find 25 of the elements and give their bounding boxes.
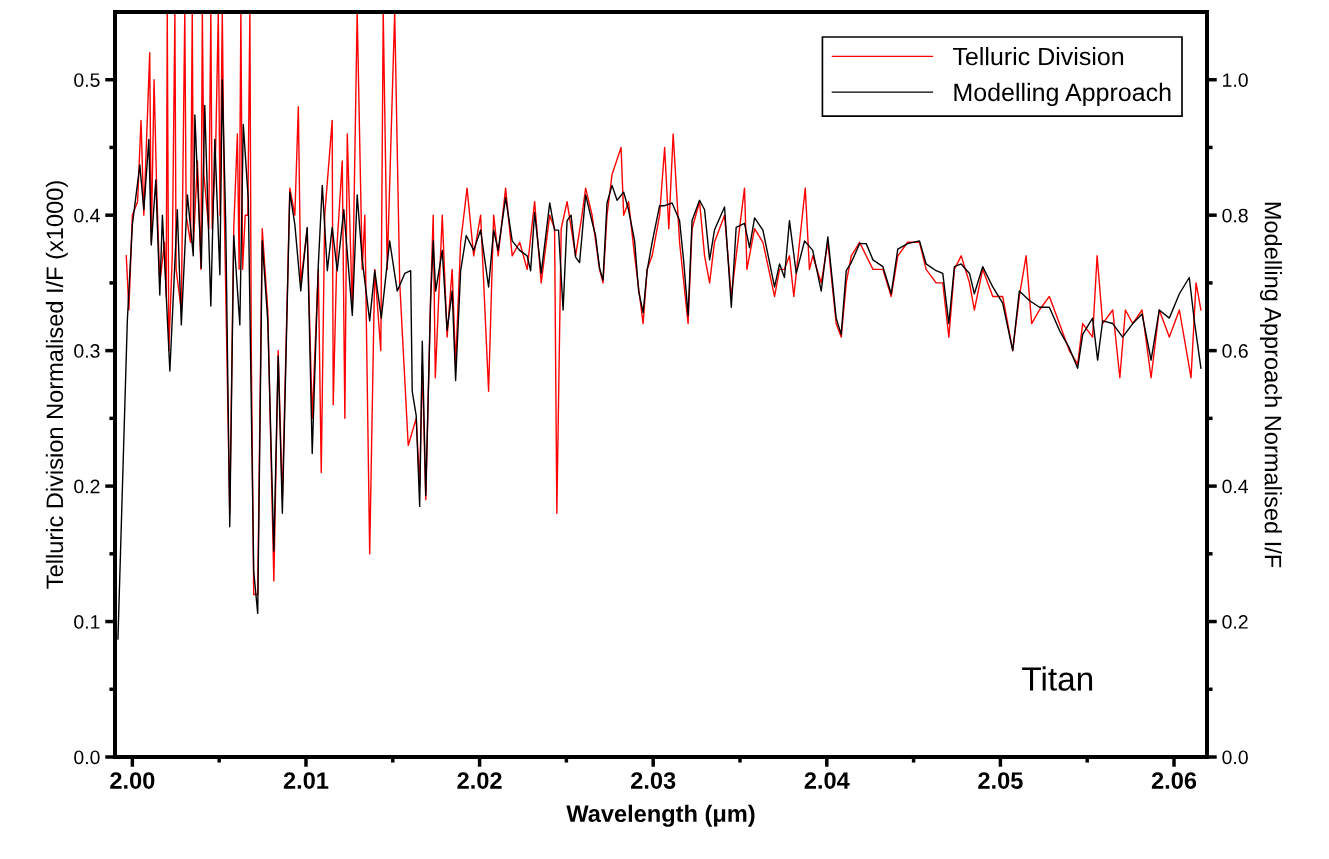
x-tick-label: 2.00	[110, 772, 155, 789]
y-axis-title: Telluric Division Normalised I/F (x1000)	[45, 181, 68, 589]
y2-tick-label: 0.0	[1222, 750, 1248, 765]
annotation: Titan	[1022, 666, 1093, 691]
y-tick-label: 0.3	[74, 344, 100, 358]
y-tick-label: 0.0	[74, 750, 100, 765]
x-axis-title: Wavelength (μm)	[566, 804, 755, 827]
y-tick-label: 0.4	[74, 208, 100, 223]
y-tick-label: 0.2	[74, 479, 100, 494]
y2-axis-title: Modelling Approach Normalised I/F	[1259, 202, 1282, 568]
x-tick-label: 2.02	[457, 772, 502, 789]
y2-tick-label: 0.4	[1222, 479, 1249, 494]
y2-tick-label: 1.0	[1223, 73, 1248, 87]
x-tick-label: 2.01	[283, 772, 329, 789]
y-tick-label: 0.1	[74, 615, 100, 629]
x-tick-label: 2.05	[978, 772, 1023, 789]
x-tick-label: 2.06	[1151, 772, 1197, 789]
y2-tick-label: 0.8	[1222, 208, 1248, 223]
x-tick-label: 2.04	[804, 772, 850, 789]
legend-label: Modelling Approach	[954, 82, 1171, 107]
y2-tick-label: 0.6	[1222, 344, 1248, 358]
x-tick-label: 2.03	[631, 772, 676, 789]
y2-tick-label: 0.2	[1222, 615, 1248, 629]
y-tick-label: 0.5	[74, 73, 100, 87]
legend-label: Telluric Division	[952, 47, 1124, 66]
